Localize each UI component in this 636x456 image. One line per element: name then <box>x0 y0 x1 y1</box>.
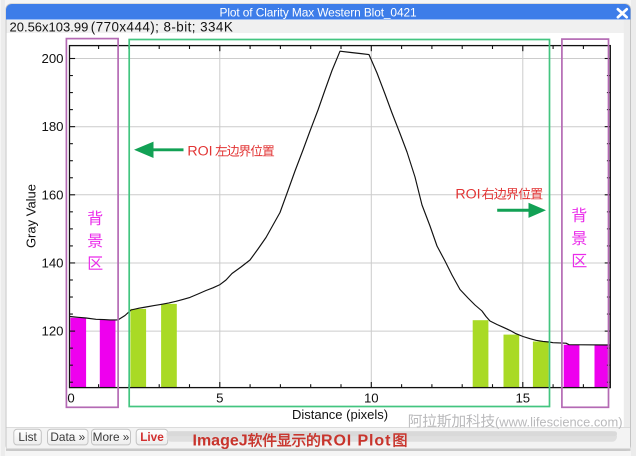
svg-text:Gray Value: Gray Value <box>23 184 38 248</box>
svg-text:120: 120 <box>41 324 63 339</box>
svg-text:200: 200 <box>41 51 63 66</box>
svg-text:(www.lifescience.com): (www.lifescience.com) <box>495 414 623 429</box>
svg-text:5: 5 <box>216 391 223 406</box>
svg-text:140: 140 <box>41 256 63 271</box>
svg-text:Distance (pixels): Distance (pixels) <box>292 407 388 422</box>
svg-text:10: 10 <box>364 391 379 406</box>
svg-text:0: 0 <box>67 391 74 406</box>
svg-text:ImageJ: ImageJ <box>193 433 248 450</box>
svg-text:ROI: ROI <box>455 187 480 203</box>
svg-text:20.56x103.99: 20.56x103.99 <box>10 19 89 34</box>
svg-text:(770x444); 8-bit; 334K: (770x444); 8-bit; 334K <box>91 19 233 34</box>
svg-text:ROI Plot: ROI Plot <box>321 433 391 450</box>
svg-text:List: List <box>18 430 37 444</box>
svg-text:160: 160 <box>41 187 63 202</box>
svg-text:More »: More » <box>93 430 130 444</box>
svg-text:Live: Live <box>140 430 164 444</box>
svg-text:15: 15 <box>515 391 530 406</box>
svg-text:Plot of Clarity Max Western Bl: Plot of Clarity Max Western Blot_0421 <box>220 6 417 20</box>
svg-text:ROI: ROI <box>187 143 212 159</box>
svg-text:Data »: Data » <box>50 430 85 444</box>
svg-text:180: 180 <box>41 119 63 134</box>
